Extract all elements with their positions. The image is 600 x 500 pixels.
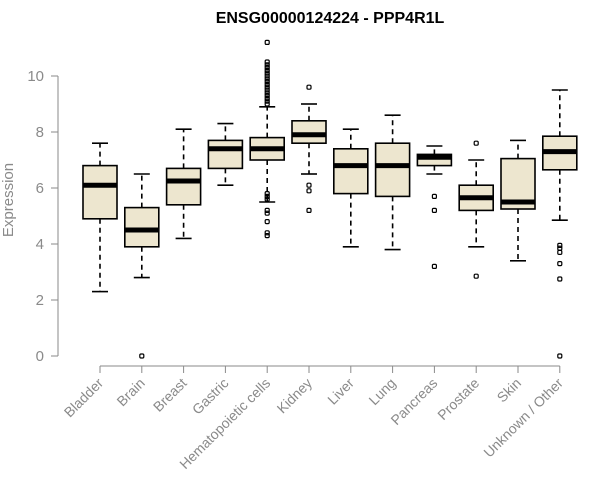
- outlier-point: [431, 263, 437, 269]
- outlier-point: [264, 87, 270, 93]
- outlier-point: [431, 193, 437, 199]
- x-tick-label: Prostate: [434, 375, 482, 423]
- iqr-box: [207, 139, 244, 170]
- outlier-point: [306, 207, 312, 213]
- x-tick-label: Brain: [113, 375, 147, 409]
- outlier-point: [264, 59, 270, 65]
- outlier-point: [264, 78, 270, 85]
- y-tick-label: 0: [36, 348, 44, 365]
- x-tick-label: Breast: [150, 375, 190, 415]
- outlier-point: [264, 70, 270, 76]
- outlier-point: [431, 207, 437, 213]
- iqr-box: [374, 142, 411, 198]
- outlier-point: [557, 276, 563, 282]
- outlier-point: [264, 81, 270, 88]
- y-tick-label: 2: [36, 292, 44, 309]
- outlier-point: [557, 245, 563, 251]
- outlier-point: [473, 273, 479, 279]
- outlier-point: [264, 73, 270, 79]
- x-tick-label: Lung: [365, 375, 398, 408]
- y-tick-label: 4: [36, 236, 44, 253]
- chart-title: ENSG00000124224 - PPP4R1L: [216, 10, 445, 27]
- y-tick-label: 6: [36, 180, 44, 197]
- iqr-box: [416, 153, 453, 167]
- x-tick-label: Unknown / Other: [480, 375, 566, 461]
- outlier-point: [264, 230, 270, 236]
- outlier-point: [264, 67, 270, 74]
- x-tick-label: Liver: [324, 375, 357, 408]
- x-tick-label: Bladder: [61, 375, 107, 421]
- box-skin: [500, 139, 536, 262]
- box-gastric: [207, 122, 244, 186]
- box-prostate: [458, 140, 495, 279]
- boxes-group: [82, 39, 578, 359]
- outlier-point: [139, 353, 145, 359]
- box-kidney: [291, 84, 327, 213]
- outlier-point: [264, 90, 270, 96]
- outlier-point: [557, 353, 563, 359]
- y-axis-label: Expression: [0, 163, 17, 237]
- iqr-box: [82, 164, 118, 220]
- y-tick-label: 8: [36, 124, 44, 141]
- outlier-point: [264, 84, 270, 90]
- box-hematopoietic-cells: [249, 39, 285, 239]
- outlier-point: [264, 219, 270, 225]
- box-breast: [165, 128, 202, 240]
- iqr-box: [291, 120, 327, 145]
- outlier-point: [264, 207, 270, 213]
- box-unknown-other: [541, 89, 578, 359]
- iqr-box: [332, 148, 369, 195]
- y-tick-label: 10: [27, 68, 44, 85]
- outlier-point: [264, 92, 270, 99]
- outlier-point: [306, 84, 312, 90]
- outlier-point: [264, 39, 270, 46]
- outlier-point: [557, 242, 563, 248]
- box-bladder: [82, 142, 118, 293]
- outlier-point: [264, 98, 270, 104]
- box-brain: [124, 173, 160, 359]
- outlier-point: [264, 196, 270, 202]
- box-liver: [332, 128, 369, 248]
- outlier-point: [557, 249, 563, 255]
- outlier-point: [264, 193, 270, 199]
- x-tick-label: Skin: [494, 375, 525, 406]
- outlier-point: [306, 182, 312, 188]
- iqr-box: [165, 167, 202, 206]
- outlier-point: [264, 95, 270, 102]
- outlier-point: [264, 210, 270, 216]
- iqr-box: [124, 206, 160, 248]
- box-lung: [374, 114, 411, 251]
- outlier-point: [264, 62, 270, 68]
- outlier-point: [264, 101, 270, 107]
- box-pancreas: [416, 145, 453, 269]
- outlier-point: [473, 140, 479, 146]
- outlier-point: [306, 188, 312, 194]
- outlier-point: [264, 76, 270, 82]
- outlier-point: [264, 64, 270, 71]
- outlier-point: [557, 261, 563, 267]
- outlier-point: [264, 191, 270, 197]
- outlier-point: [264, 233, 270, 239]
- x-tick-label: Kidney: [274, 375, 316, 417]
